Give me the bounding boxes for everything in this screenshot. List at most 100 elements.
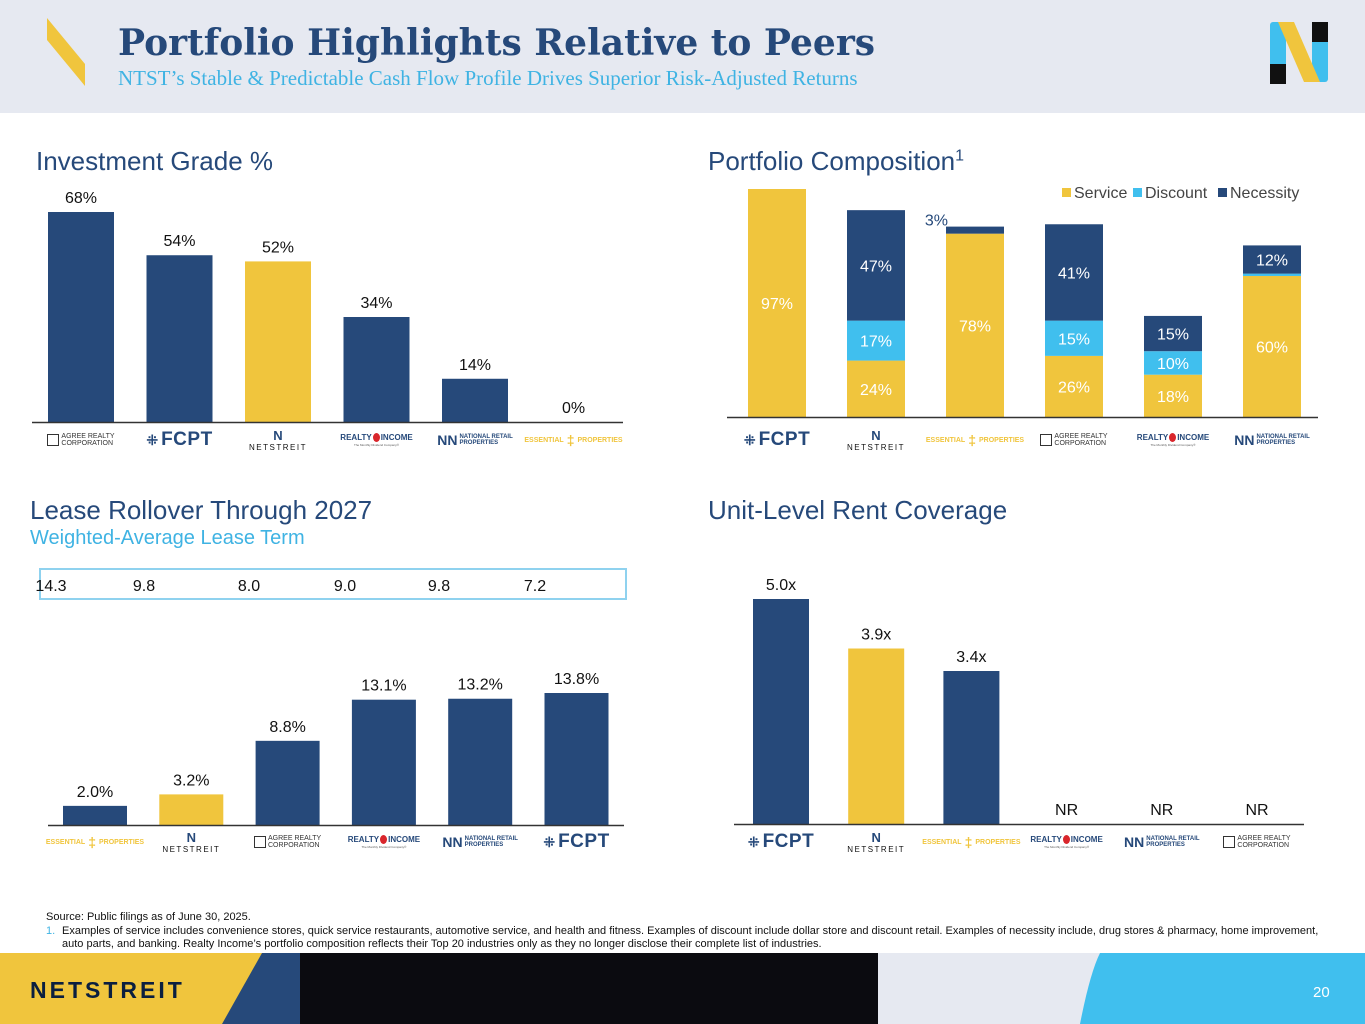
bar-realty-income-necessity	[1144, 315, 1202, 352]
agree-logo-line1: AGREE REALTY	[1237, 835, 1291, 842]
essential-icon: ‡	[566, 432, 575, 448]
fcpt-icon: ⁜	[146, 431, 159, 448]
nnn-logo-line1: NATIONAL RETAIL	[1256, 434, 1310, 440]
label-fcpt-service: 97%	[761, 296, 793, 313]
investment-grade-chart: 68% 54% 52% 34% 14% 0%	[32, 190, 623, 424]
netstreit-logo-text: NETSTREIT	[847, 442, 905, 452]
page-subtitle: NTST’s Stable & Predictable Cash Flow Pr…	[118, 66, 858, 90]
realty-logo-stack: REALTY INCOME The Monthly Dividend Company…	[348, 835, 420, 849]
agree-square-icon	[1040, 434, 1053, 446]
footnotes: Source: Public filings as of June 30, 20…	[46, 911, 1326, 952]
netstreit-logo-stack: N NETSTREIT	[847, 831, 905, 854]
bar-essential-properties-necessity	[946, 226, 1004, 234]
header-accent-shape	[47, 18, 85, 86]
essential-logo: ESSENTIAL ‡ PROPERTIES	[46, 826, 144, 858]
realty-logo: REALTY INCOME The Monthly Dividend Company…	[1022, 826, 1112, 858]
bar-netstreit	[159, 794, 224, 825]
label-netstreit-service: 24%	[860, 382, 892, 399]
label-netstreit: 52%	[262, 239, 294, 256]
realty-flame-icon	[372, 433, 380, 442]
nnn-logo-line1: NATIONAL RETAIL	[459, 434, 513, 440]
netstreit-logo-stack: N NETSTREIT	[249, 429, 307, 452]
label-fcpt: 13.8%	[554, 671, 599, 688]
netstreit-logo: N NETSTREIT	[831, 424, 921, 456]
realty-logo-row: REALTY INCOME	[348, 835, 420, 844]
nnn-logo: NN NATIONAL RETAIL PROPERTIES	[1117, 826, 1207, 858]
essential-logo-right: PROPERTIES	[98, 838, 145, 846]
wale-value-essential-properties: 14.3	[35, 578, 67, 595]
realty-logo-right: INCOME	[380, 432, 413, 442]
footer-shapes	[0, 953, 1365, 1024]
label-netstreit: 3.9x	[861, 627, 891, 644]
label-realty-income: 13.1%	[361, 678, 406, 695]
wale-value-agree-realty: 8.0	[237, 578, 261, 595]
essential-logo-right: PROPERTIES	[975, 838, 1021, 846]
realty-logo-tag: The Monthly Dividend Company®	[354, 443, 399, 447]
essential-logo-left: ESSENTIAL	[524, 436, 564, 444]
realty-logo: REALTY INCOME The Monthly Dividend Company…	[339, 826, 429, 858]
header-band: Portfolio Highlights Relative to Peers N…	[0, 0, 1365, 113]
bar-national-retail-properties	[448, 698, 513, 825]
bar-essential-properties	[63, 805, 127, 825]
nnn-logo: NN NATIONAL RETAIL PROPERTIES	[430, 424, 520, 456]
essential-logo-left: ESSENTIAL	[925, 436, 966, 444]
label-fcpt: 54%	[163, 233, 195, 250]
bar-fcpt-service	[748, 189, 806, 417]
bar-realty-income-discount	[1144, 351, 1202, 375]
nnn-logo-stack: NATIONAL RETAIL PROPERTIES	[459, 434, 512, 446]
label-netstreit-discount: 17%	[860, 334, 892, 351]
agree-logo: AGREE REALTY CORPORATION	[243, 826, 333, 858]
label-realty-income-service: 18%	[1157, 389, 1189, 406]
netstreit-n-icon: N	[871, 427, 881, 443]
fcpt-logo-text: FCPT	[161, 429, 213, 450]
nnn-logo-line2: PROPERTIES	[1146, 842, 1185, 848]
legend-swatch-discount	[1133, 188, 1142, 197]
wale-value-fcpt: 7.2	[523, 578, 547, 595]
bar-agree-realty	[48, 212, 114, 422]
wale-value-national-retail-properties: 9.8	[427, 578, 451, 595]
bar-netstreit-necessity	[847, 210, 905, 321]
label-fcpt: 5.0x	[766, 577, 796, 594]
label-agree-realty: NR	[1245, 802, 1268, 819]
bar-agree-realty-discount	[1045, 320, 1103, 356]
label-realty-income: 34%	[360, 295, 392, 312]
realty-logo: REALTY INCOME The Monthly Dividend Company…	[332, 424, 422, 456]
realty-logo-tag: The Monthly Dividend Company®	[361, 845, 407, 849]
label-agree-realty: 68%	[65, 190, 97, 207]
fcpt-icon: ⁜	[743, 431, 756, 448]
bar-netstreit-service	[847, 360, 905, 417]
label-netstreit: 3.2%	[173, 772, 209, 789]
netstreit-logo-stack: N NETSTREIT	[847, 429, 905, 452]
bar-agree-realty-necessity	[1045, 224, 1103, 321]
nnn-logo: NN NATIONAL RETAIL PROPERTIES	[435, 826, 525, 858]
realty-flame-icon	[380, 835, 388, 844]
nnn-icon: NN	[1234, 432, 1255, 448]
fcpt-logo: ⁜ FCPT	[732, 424, 822, 456]
label-national-retail-properties-necessity: 12%	[1256, 253, 1288, 270]
agree-logo-line1: AGREE REALTY	[268, 835, 322, 842]
realty-logo: REALTY INCOME The Monthly Dividend Company…	[1128, 424, 1218, 456]
label-national-retail-properties: 13.2%	[458, 677, 503, 694]
portfolio-composition-chart: 97% 24% 17% 47% 78% 3% 26% 15% 41% 18% 10% 15% 60% 12…	[727, 185, 1318, 419]
realty-logo-stack: REALTY INCOME The Monthly Dividend Company…	[340, 432, 413, 447]
agree-square-icon	[254, 836, 266, 848]
label-netstreit-necessity: 47%	[860, 258, 892, 275]
bar-realty-income	[351, 699, 416, 825]
essential-logo-left: ESSENTIAL	[45, 838, 86, 846]
label-realty-income-necessity: 15%	[1157, 327, 1189, 344]
nnn-logo-line2: PROPERTIES	[459, 440, 499, 446]
realty-logo-right: INCOME	[388, 834, 421, 844]
footnote-1: 1. Examples of service includes convenie…	[46, 925, 1326, 952]
nnn-logo-line1: NATIONAL RETAIL	[1146, 836, 1200, 842]
label-national-retail-properties: NR	[1150, 802, 1173, 819]
page-number: 20	[1313, 984, 1330, 1001]
netstreit-n-icon: N	[871, 829, 881, 845]
fcpt-logo: ⁜ FCPT	[736, 826, 826, 858]
bar-netstreit-discount	[847, 320, 905, 361]
page-title: Portfolio Highlights Relative to Peers	[118, 22, 876, 64]
realty-flame-icon	[1062, 835, 1070, 844]
realty-logo-row: REALTY INCOME	[340, 432, 413, 442]
essential-logo-right: PROPERTIES	[978, 436, 1025, 444]
lease-rollover-title: Lease Rollover Through 2027	[30, 495, 373, 525]
netstreit-logo-text: NETSTREIT	[847, 844, 906, 854]
